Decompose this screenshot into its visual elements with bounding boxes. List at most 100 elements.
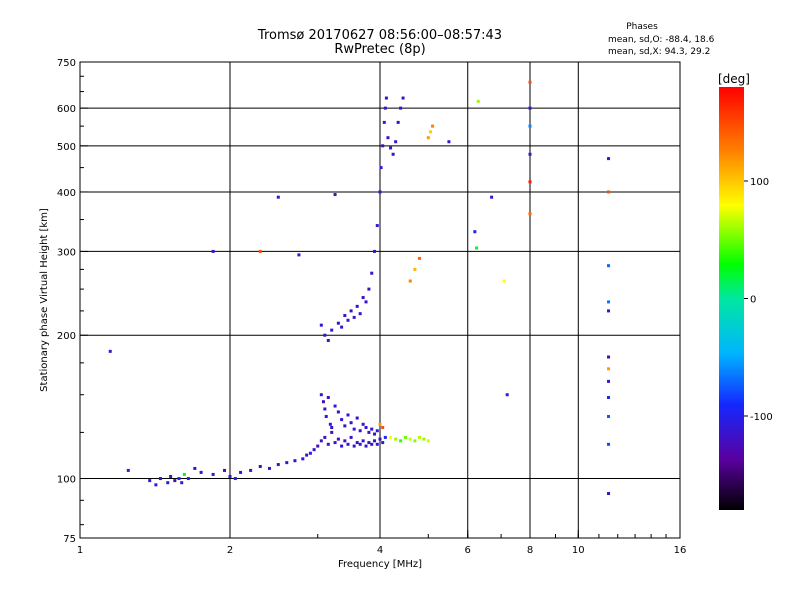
data-point bbox=[285, 461, 289, 465]
y-axis-label: Stationary phase Virtual Height [km] bbox=[39, 208, 50, 392]
data-point bbox=[607, 367, 611, 371]
data-point bbox=[401, 96, 405, 100]
data-point bbox=[319, 323, 323, 327]
data-point bbox=[528, 180, 532, 184]
data-point bbox=[228, 474, 232, 478]
data-point bbox=[297, 253, 301, 257]
data-point bbox=[607, 414, 611, 418]
data-point bbox=[373, 249, 377, 253]
data-point bbox=[389, 146, 393, 150]
y-tick-label: 750 bbox=[57, 58, 76, 69]
data-point bbox=[490, 195, 494, 199]
colorbar-tick-label: -100 bbox=[750, 412, 773, 423]
data-point bbox=[199, 470, 203, 474]
data-point bbox=[316, 444, 320, 448]
x-tick-label: 2 bbox=[227, 545, 233, 556]
phases-stat-o: mean, sd,O: -88.4, 18.6 bbox=[608, 35, 715, 45]
data-point bbox=[364, 426, 368, 429]
data-points bbox=[108, 80, 611, 496]
data-point bbox=[267, 466, 271, 470]
data-point bbox=[367, 441, 371, 445]
data-point bbox=[370, 442, 374, 446]
data-point bbox=[364, 300, 368, 304]
data-point bbox=[352, 315, 356, 319]
data-point bbox=[193, 466, 197, 470]
data-point bbox=[422, 437, 426, 441]
data-point bbox=[378, 437, 382, 441]
data-point bbox=[349, 309, 353, 313]
data-point bbox=[367, 430, 371, 434]
data-point bbox=[305, 453, 309, 457]
data-point bbox=[361, 296, 365, 300]
data-point bbox=[475, 246, 479, 250]
data-point bbox=[528, 212, 532, 216]
data-point bbox=[607, 190, 611, 194]
y-tick-label: 200 bbox=[57, 331, 76, 342]
data-point bbox=[607, 379, 611, 383]
y-tick-label: 75 bbox=[63, 534, 76, 545]
data-point bbox=[340, 444, 344, 448]
data-point bbox=[426, 439, 430, 443]
data-point bbox=[323, 407, 327, 411]
data-point bbox=[502, 279, 506, 283]
y-tick-label: 400 bbox=[57, 188, 76, 199]
data-point bbox=[431, 124, 435, 128]
data-point bbox=[126, 468, 130, 472]
data-point bbox=[293, 459, 297, 463]
data-point bbox=[364, 444, 368, 448]
x-axis-label: Frequency [MHz] bbox=[338, 559, 422, 570]
data-point bbox=[394, 140, 398, 144]
data-point bbox=[148, 479, 152, 483]
data-point bbox=[408, 279, 412, 283]
data-point bbox=[358, 312, 362, 316]
data-point bbox=[396, 120, 400, 124]
data-point bbox=[476, 99, 480, 103]
data-point bbox=[373, 432, 377, 436]
data-point bbox=[361, 439, 365, 443]
data-point bbox=[355, 416, 359, 420]
data-point bbox=[343, 314, 347, 318]
data-point bbox=[361, 422, 365, 426]
data-point bbox=[340, 418, 344, 422]
data-point bbox=[301, 457, 305, 461]
data-point bbox=[108, 349, 112, 353]
data-point bbox=[321, 400, 325, 404]
x-tick-label: 1 bbox=[77, 545, 83, 556]
axis-ticks: 1 2 4 6 8 10 16 75 100 200 300 400 500 600 750 bbox=[57, 58, 686, 556]
data-point bbox=[333, 441, 337, 445]
data-point bbox=[375, 429, 379, 433]
data-point bbox=[417, 256, 421, 260]
y-tick-label: 100 bbox=[57, 475, 76, 486]
data-point bbox=[382, 120, 386, 124]
data-point bbox=[378, 422, 382, 426]
data-point bbox=[379, 166, 383, 170]
data-point bbox=[177, 477, 181, 481]
data-point bbox=[384, 96, 388, 100]
data-point bbox=[249, 468, 253, 472]
data-point bbox=[336, 437, 340, 441]
y-tick-label: 500 bbox=[57, 142, 76, 153]
data-point bbox=[330, 328, 334, 332]
data-point bbox=[417, 435, 421, 439]
data-point bbox=[528, 152, 532, 156]
data-point bbox=[607, 492, 611, 496]
data-point bbox=[308, 451, 312, 455]
data-point bbox=[346, 413, 350, 417]
data-point bbox=[336, 321, 340, 325]
data-point bbox=[323, 435, 327, 439]
data-point bbox=[343, 439, 347, 443]
data-point bbox=[383, 106, 387, 110]
data-point bbox=[211, 249, 215, 253]
data-point bbox=[166, 481, 170, 485]
data-point bbox=[158, 477, 162, 481]
data-point bbox=[312, 448, 316, 452]
data-point bbox=[233, 477, 237, 481]
data-point bbox=[258, 464, 262, 468]
data-point bbox=[358, 429, 362, 433]
data-point bbox=[173, 479, 177, 483]
data-point bbox=[323, 333, 327, 337]
data-point bbox=[367, 287, 371, 291]
data-point bbox=[169, 474, 173, 478]
data-point bbox=[333, 404, 337, 408]
